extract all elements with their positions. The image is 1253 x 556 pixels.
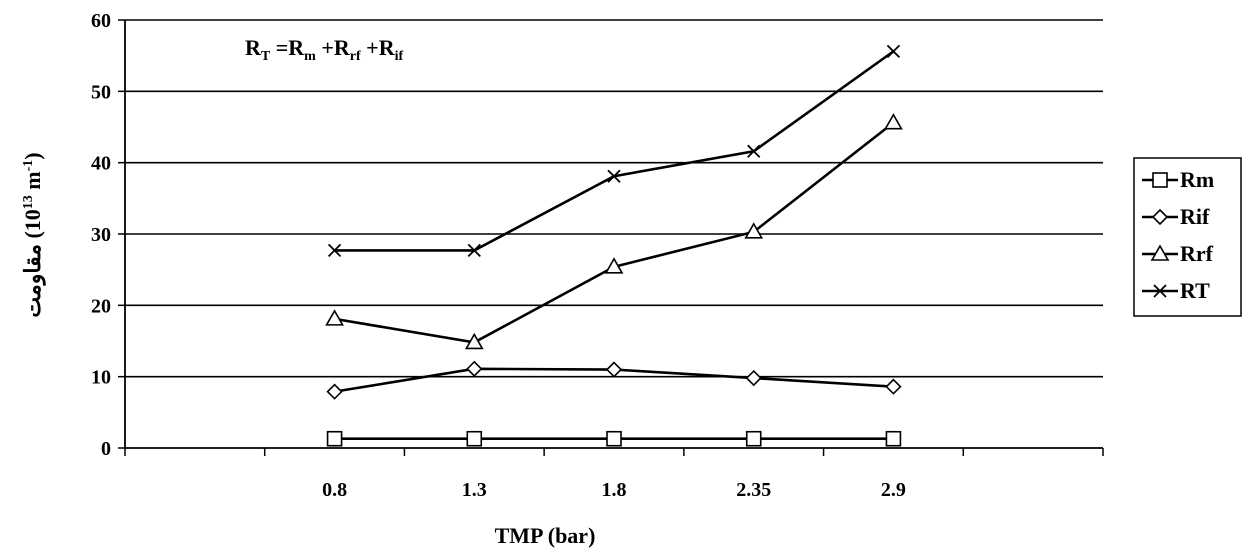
data-point-rm [885, 430, 902, 447]
data-point-rt [747, 144, 761, 158]
y-tick-label: 40 [91, 153, 111, 175]
x-tick-labels: 0.8 1.3 1.8 2.35 2.9 [322, 479, 906, 501]
data-point-rrf [744, 222, 764, 239]
series-rif [326, 360, 902, 400]
formula-annotation: RT =Rm +Rrf +Rif [245, 35, 403, 64]
y-tick-label: 0 [101, 438, 111, 460]
data-point-rt [607, 169, 621, 183]
x-tick-label: 2.35 [736, 479, 771, 501]
legend-marker [1152, 172, 1168, 188]
legend-marker [1153, 284, 1167, 298]
legend-item-rif: Rif [1142, 204, 1210, 229]
data-point-rif [605, 361, 623, 378]
series-rt [327, 44, 901, 258]
data-point-rt [886, 44, 901, 59]
data-point-rm [326, 430, 343, 447]
y-tick-label: 30 [91, 224, 111, 246]
series-line-rt [334, 50, 895, 252]
legend-label: Rif [1180, 204, 1210, 229]
data-point-rrf [325, 309, 344, 326]
data-point-rt [467, 243, 481, 258]
legend-item-rrf: Rrf [1142, 241, 1214, 266]
data-point-rt [327, 243, 342, 258]
series-rm [326, 430, 902, 447]
legend: Rm Rif Rrf RT [1133, 157, 1242, 317]
gridlines [118, 19, 1103, 449]
x-tick-label: 1.8 [602, 479, 627, 501]
data-point-rif [885, 378, 902, 395]
legend-item-rt: RT [1142, 278, 1210, 303]
y-tick-label: 10 [91, 367, 111, 389]
legend-label: Rrf [1180, 241, 1214, 266]
data-point-rrf [464, 332, 484, 350]
data-point-rrf [604, 257, 624, 274]
axes [124, 20, 1104, 456]
y-tick-labels: 0 10 20 30 40 50 60 [91, 10, 111, 460]
legend-label: RT [1180, 278, 1210, 303]
series-group [325, 44, 903, 447]
data-point-rif [745, 369, 762, 387]
data-point-rrf [884, 113, 903, 130]
y-tick-label: 60 [91, 10, 111, 32]
series-line-rrf [334, 121, 895, 344]
data-point-rif [466, 360, 483, 377]
data-point-rm [745, 430, 762, 447]
y-tick-label: 50 [91, 81, 111, 103]
data-point-rm [466, 430, 483, 447]
y-tick-label: 20 [91, 295, 111, 317]
x-tick-label: 2.9 [881, 479, 906, 501]
y-axis-title: مقاومت (1013 m-1) [20, 152, 46, 317]
data-point-rm [606, 430, 622, 447]
x-axis-title: TMP (bar) [495, 523, 596, 548]
legend-marker [1151, 208, 1169, 226]
legend-item-rm: Rm [1142, 167, 1214, 192]
x-tick-label: 0.8 [322, 479, 347, 501]
x-tick-label: 1.3 [462, 479, 487, 501]
legend-marker [1150, 244, 1170, 261]
legend-box [1133, 157, 1242, 317]
series-rrf [325, 113, 903, 350]
legend-label: Rm [1180, 167, 1214, 192]
data-point-rif [326, 383, 343, 400]
